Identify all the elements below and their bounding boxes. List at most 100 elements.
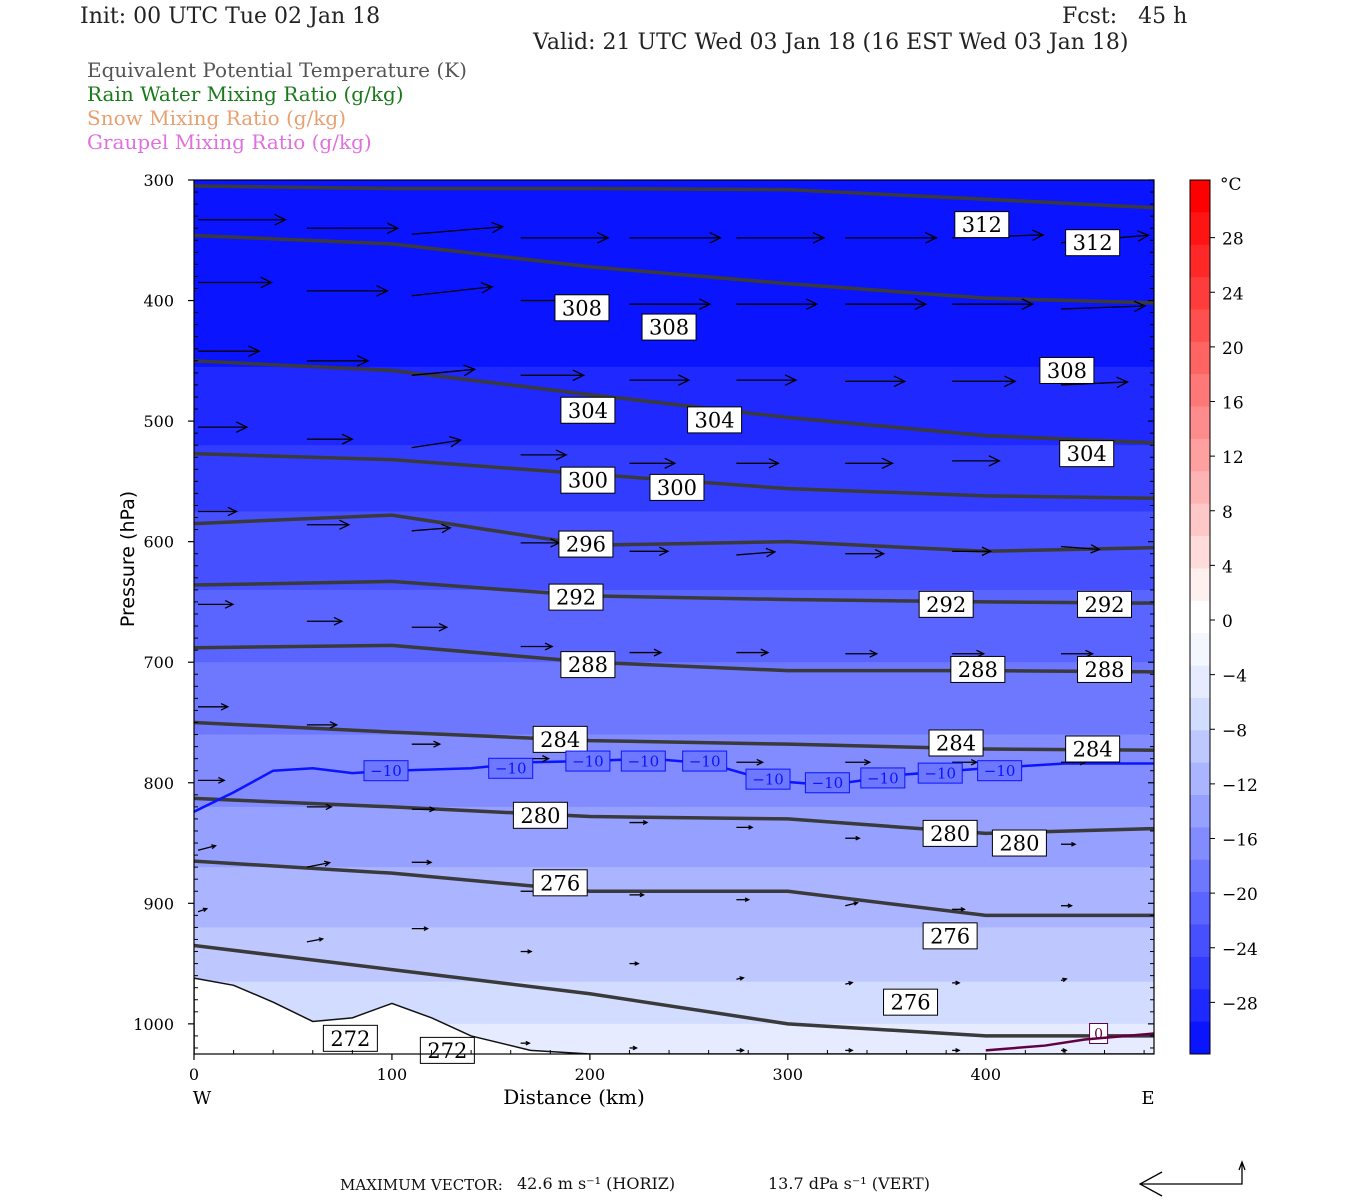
wind-vector	[306, 222, 400, 235]
isotherm-label-box	[620, 750, 666, 772]
colorbar-tick-label: 20	[1222, 339, 1244, 359]
wind-vector	[306, 721, 339, 729]
wind-vector	[736, 825, 754, 830]
theta-e-contour	[194, 643, 1154, 674]
theta-e-label-box	[1039, 356, 1095, 384]
wind-vector	[198, 421, 249, 433]
wind-vector	[736, 547, 777, 558]
theta-e-label-box	[1077, 590, 1133, 618]
theta-e-label-box	[649, 473, 705, 501]
colorbar-swatch	[1190, 406, 1210, 440]
wind-vector	[629, 546, 670, 557]
theta-e-label: 308	[1047, 359, 1087, 383]
x-end-label-east: E	[1141, 1088, 1154, 1109]
wind-vector	[845, 835, 861, 841]
wind-vector	[952, 375, 1017, 388]
colorbar-tick-label: 0	[1222, 612, 1233, 632]
colorbar-tick-label: −24	[1222, 940, 1258, 960]
colorbar-swatch	[1190, 956, 1210, 990]
wind-vector	[306, 937, 325, 943]
terrain	[194, 977, 1154, 1054]
wind-vector	[952, 298, 1035, 310]
reference-vector-head-horiz	[1138, 1171, 1163, 1197]
colorbar-tick-label: −20	[1222, 885, 1258, 905]
wind-vector	[411, 221, 505, 235]
theta-e-label: 312	[1073, 231, 1113, 255]
temperature-shading	[194, 180, 1154, 1054]
colorbar-tick-label: 8	[1222, 503, 1233, 523]
wind-vector	[845, 298, 928, 310]
colorbar-swatch	[1190, 374, 1210, 408]
isotherm-label: −10	[370, 762, 402, 780]
wind-vector	[411, 740, 442, 748]
y-tick-label: 300	[143, 171, 174, 190]
forecast-hour: Fcst: 45 h	[1062, 4, 1188, 29]
theta-e-label: 284	[540, 728, 580, 752]
colorbar-tick-label: 28	[1222, 230, 1244, 250]
theta-e-label-box	[419, 1036, 475, 1064]
theta-e-label: 280	[520, 804, 560, 828]
wind-vector	[1061, 903, 1074, 909]
wind-vector	[520, 1040, 531, 1046]
isotherm-label: −10	[924, 765, 956, 783]
colorbar-swatch	[1190, 665, 1210, 699]
wind-vector	[629, 457, 677, 469]
theta-e-label: 280	[930, 822, 970, 846]
theta-e-label-box	[322, 1024, 378, 1052]
colorbar-swatch	[1190, 633, 1210, 667]
wind-vector	[411, 806, 437, 813]
y-tick-label: 700	[143, 653, 174, 672]
theta-e-contour	[194, 359, 1154, 445]
wind-vector	[629, 232, 722, 244]
theta-e-label-box	[548, 583, 604, 611]
wind-vector	[411, 282, 494, 297]
theta-e-label-box	[560, 466, 616, 494]
colorbar-tick-label: −8	[1222, 721, 1247, 741]
colorbar-swatch	[1190, 212, 1210, 246]
theta-e-label: 272	[427, 1039, 467, 1063]
colorbar-swatch	[1190, 180, 1210, 213]
theta-e-contour	[194, 943, 1154, 1038]
temperature-band	[194, 981, 1154, 1025]
theta-e-label: 308	[562, 296, 602, 320]
colorbar-swatch	[1190, 795, 1210, 828]
theta-e-label-box	[687, 406, 743, 434]
theta-e-label: 304	[695, 408, 735, 432]
theta-e-contour	[194, 184, 1154, 210]
isotherm-label-box	[977, 760, 1023, 782]
x-tick-label: 0	[189, 1065, 199, 1084]
temperature-band	[194, 927, 1154, 983]
isotherm-label-box	[745, 768, 791, 790]
y-tick-label: 800	[143, 774, 174, 793]
max-vector-vert: 13.7 dPa s⁻¹ (VERT)	[768, 1174, 930, 1193]
theta-e-label: 304	[1067, 442, 1107, 466]
wind-vector	[845, 232, 938, 244]
isotherm-label-box	[565, 750, 611, 772]
wind-vector	[736, 458, 780, 469]
wind-vector	[198, 506, 238, 517]
wind-vector	[1061, 841, 1077, 847]
wind-vector	[198, 776, 226, 784]
isotherm-label: −10	[984, 762, 1016, 780]
wind-vector	[736, 897, 751, 903]
theta-e-label: 288	[568, 653, 608, 677]
theta-e-contour	[194, 859, 1154, 918]
theta-e-label-box	[918, 590, 974, 618]
theta-e-label-box	[928, 729, 984, 757]
theta-e-contour	[194, 513, 1154, 554]
x-tick-label: 300	[773, 1065, 804, 1084]
colorbar-tick-label: −28	[1222, 994, 1258, 1014]
theta-e-label-box	[532, 725, 588, 753]
wind-vector	[520, 949, 533, 954]
theta-e-label-box	[554, 294, 610, 322]
theta-e-label: 292	[1084, 593, 1124, 617]
theta-e-label: 288	[1084, 658, 1124, 682]
zero-isotherm-label: 0	[1094, 1027, 1103, 1043]
theta-e-label-box	[1065, 735, 1121, 763]
wind-vector	[629, 820, 649, 826]
wind-vector	[952, 759, 979, 766]
wind-vector	[845, 375, 907, 388]
theta-e-label: 276	[890, 991, 930, 1015]
colorbar-swatch	[1190, 309, 1210, 343]
legend-graupel: Graupel Mixing Ratio (g/kg)	[87, 130, 372, 154]
